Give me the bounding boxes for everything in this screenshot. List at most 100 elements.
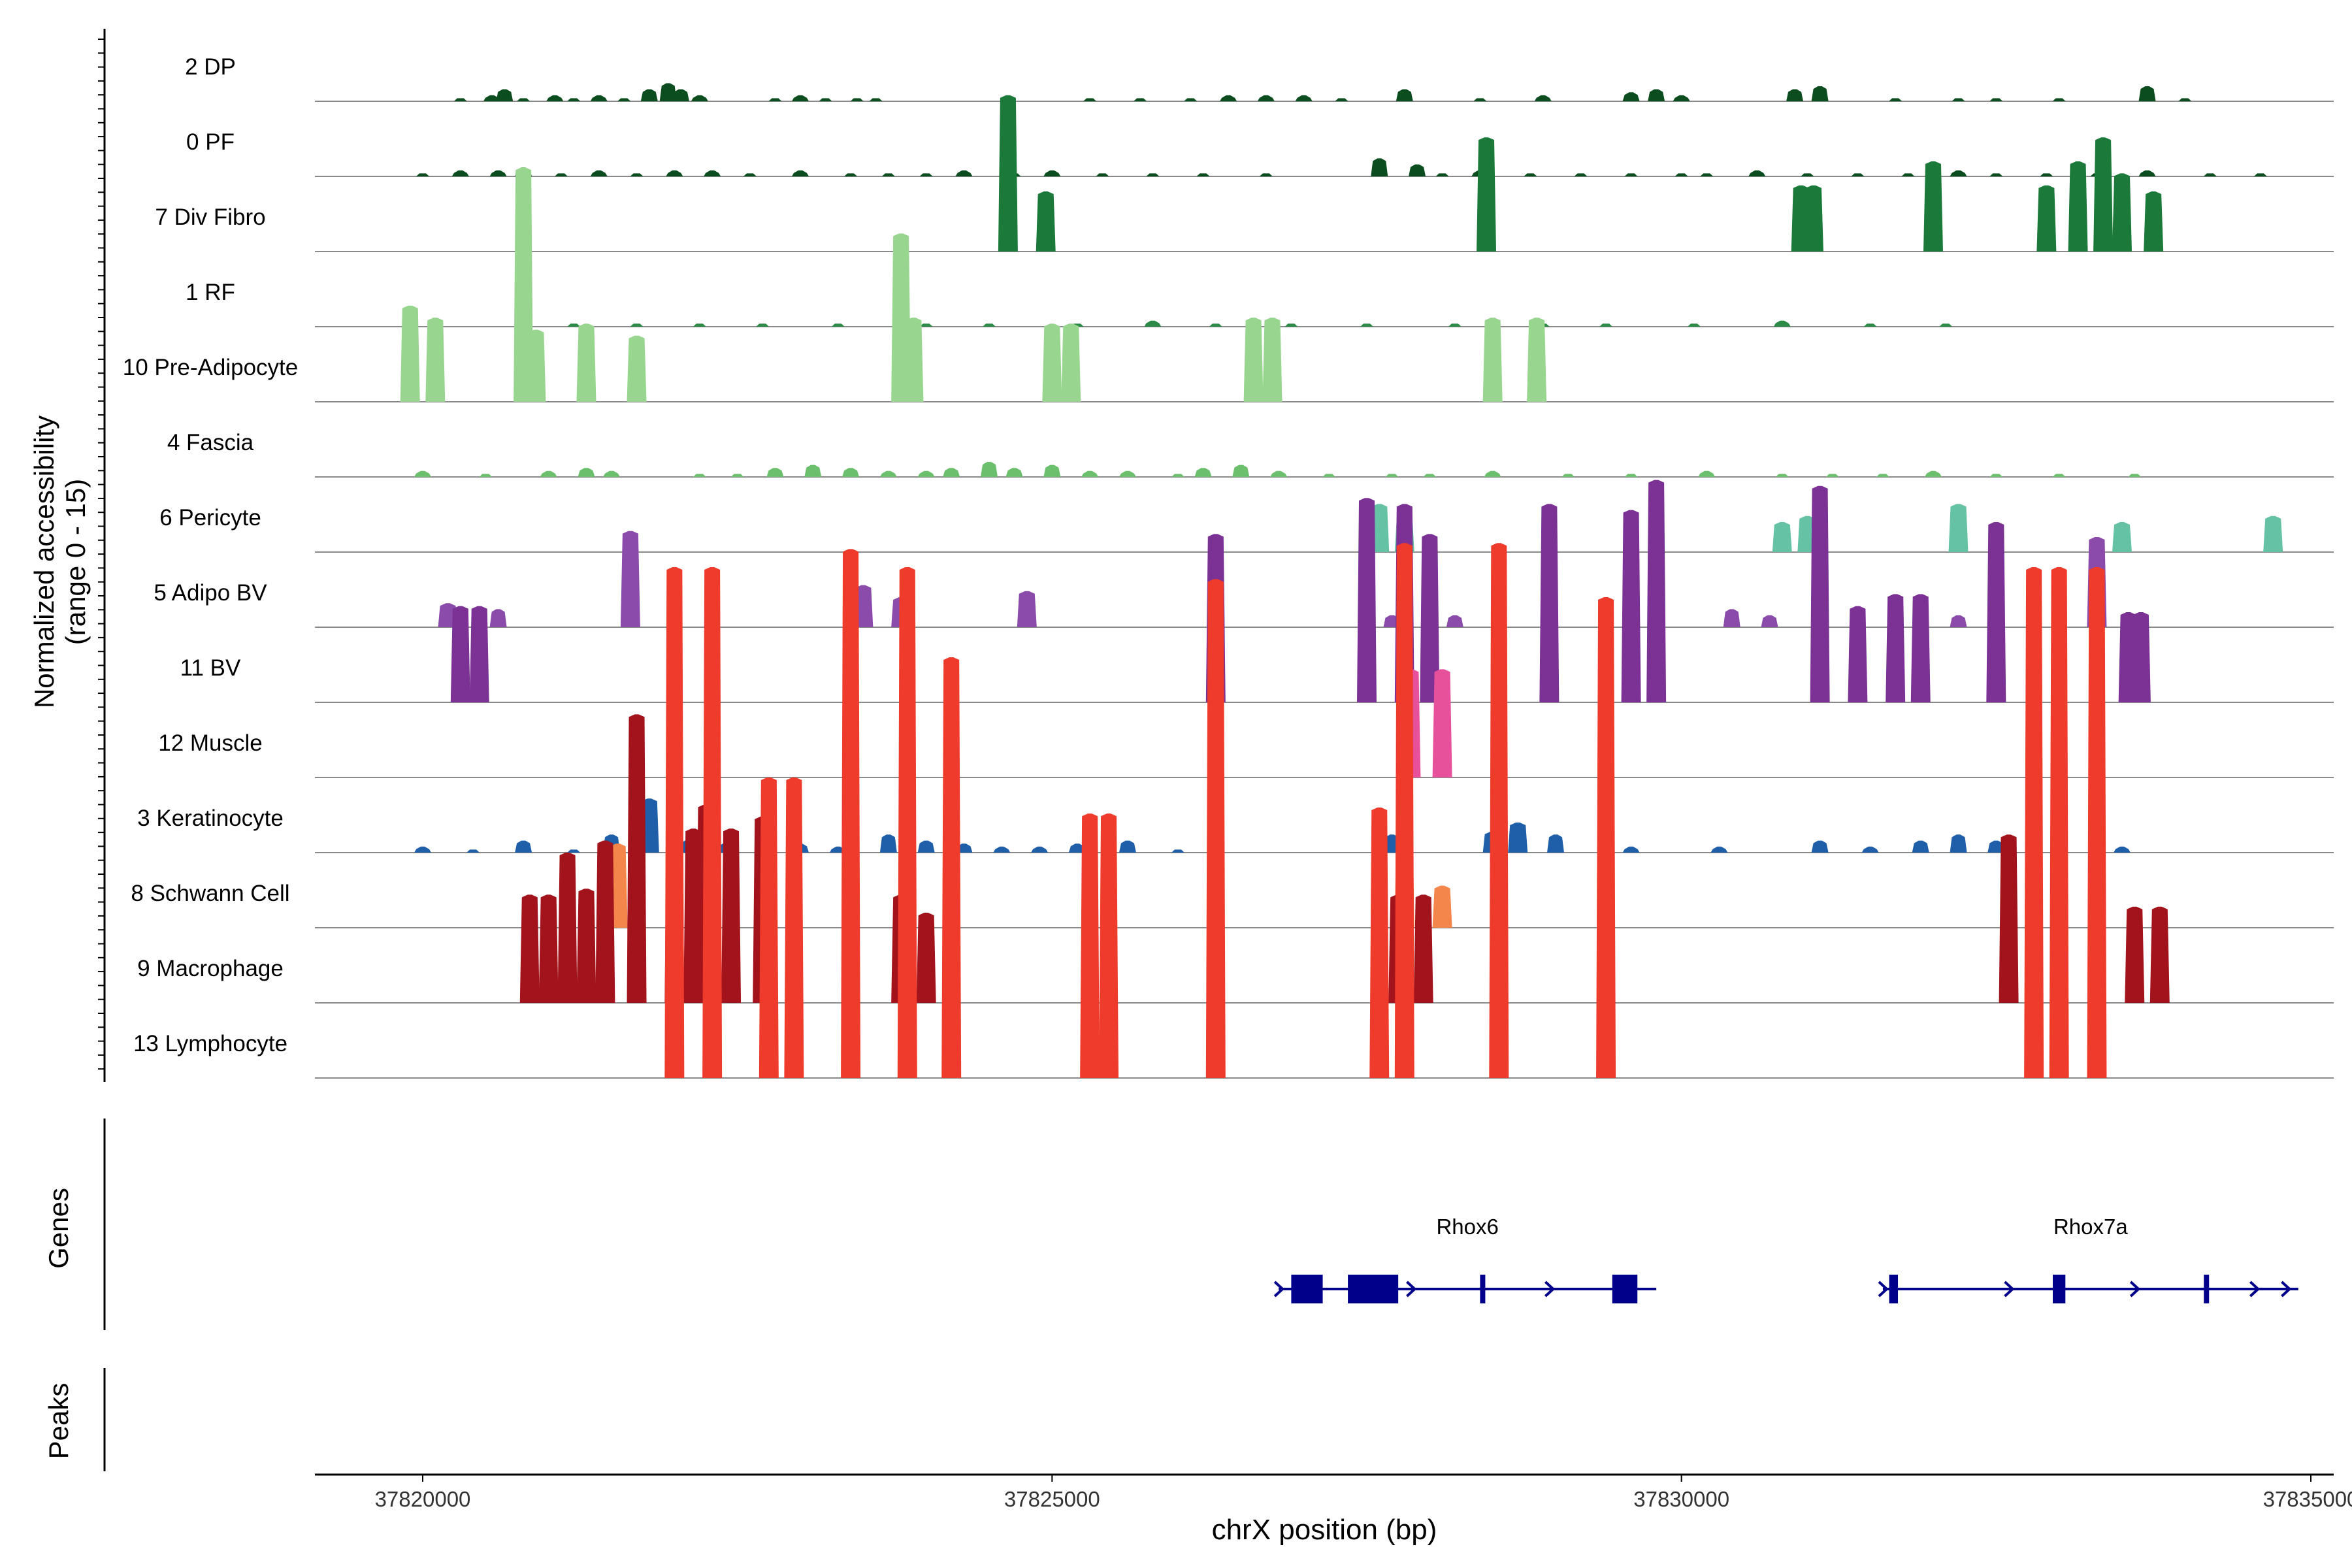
track-label: 5 Adipo BV [154,580,267,606]
track-label: 10 Pre-Adipocyte [123,355,298,380]
track-peak [2049,567,2069,1078]
track-peak [1205,579,1226,1078]
track-peak [1925,470,1942,477]
track-peak [519,894,540,1003]
track-peak [1622,846,1640,853]
track-peak [869,98,883,101]
track-peak [1950,170,1967,176]
track-peak [1950,615,1967,627]
track-1: 2 DP [185,54,2334,102]
track-peak [603,470,620,477]
track-peak [981,462,998,477]
gene-rhox7a: Rhox7a [1878,1215,2298,1303]
track-peak [983,323,996,327]
track-peak [879,834,897,853]
track-peak [2087,567,2107,1078]
gene-arrow [2004,1281,2015,1298]
track-peak [1232,465,1250,477]
track-peak [659,83,677,101]
track-peak [904,318,924,402]
track-peak [1134,98,1147,101]
track-peak [1144,320,1162,327]
track-peak [693,323,706,327]
track-peak [1886,594,1906,702]
track-peak [1624,474,1638,477]
track-peak [1068,843,1086,853]
track-peak [998,95,1018,252]
track-peak [1534,95,1552,101]
track-peak [1259,173,1273,176]
x-tick-label: 37825000 [1004,1487,1100,1511]
track-peak [1484,470,1501,477]
track-peak [2131,612,2151,702]
track-peak [1371,158,1388,176]
track-peak [1700,173,1714,176]
track-peak [1209,323,1222,327]
track-peak [1043,465,1061,477]
track-peak [578,468,595,477]
track-peak [2024,567,2044,1078]
track-peak [2144,191,2164,252]
track-peak [590,170,608,176]
track-peak [2068,161,2088,252]
track-peak [2138,86,2156,101]
track-peak [1385,474,1399,477]
track-peak [567,323,581,327]
track-peak [400,305,420,402]
gene-exon [2204,1275,2210,1303]
track-peak [1270,470,1288,477]
track-peak [831,323,845,327]
track-peak [1698,470,1716,477]
track-peak [1446,615,1463,627]
track-peak [1624,173,1638,176]
track-peak [2093,137,2114,252]
track-peak [881,173,895,176]
track-peak [1596,597,1616,1078]
track-peak [1773,320,1791,327]
track-peak [595,840,615,1003]
track-peak [1435,173,1449,176]
track-peak [693,474,706,477]
gene-arrow [1878,1281,1889,1298]
track-label: 6 Pericyte [159,505,261,531]
track-peak [546,95,564,101]
gene-exon [1889,1275,1899,1303]
track-peak [450,606,470,702]
track-peak [842,468,860,477]
track-peak [1687,323,1701,327]
track-peak [617,98,631,101]
track-label: 8 Schwann Cell [131,881,289,906]
track-peak [2128,474,2142,477]
gene-exon [1348,1275,1399,1303]
gene-arrow [1273,1281,1285,1298]
track-peak [1081,470,1099,477]
track-peak [1561,474,1575,477]
track-peak [1119,470,1136,477]
track-peak [479,474,493,477]
track-peak [1423,474,1437,477]
track-label: 1 RF [186,280,235,305]
track-peak [1171,474,1184,477]
track-peak [1952,98,1965,101]
track-peak [1948,504,1968,552]
track-label: 9 Macrophage [137,956,284,981]
gene-label: Rhox6 [1436,1215,1498,1239]
track-label: 3 Keratinocyte [137,806,284,831]
gene-arrow [2281,1281,2292,1298]
track-peak [702,567,723,1078]
gene-exon [1612,1275,1638,1303]
peaks-panel-label: Peaks [43,1383,74,1460]
track-peak [917,840,935,853]
track-peak [916,913,936,1003]
track-peak [955,170,973,176]
track-peak [1811,840,1829,853]
track-peak [1851,173,1865,176]
track-peak [1042,323,1062,402]
x-axis-title: chrX position (bp) [1212,1514,1437,1546]
track-peak [1950,834,1967,853]
track-peak [919,173,933,176]
track-peak [451,170,469,176]
track-peak [489,609,507,627]
track-peak [704,170,721,176]
track-13: 9 Macrophage [137,714,2334,1004]
